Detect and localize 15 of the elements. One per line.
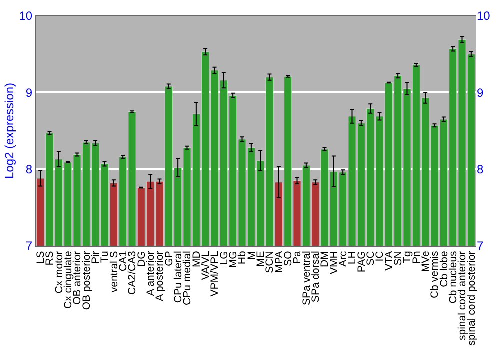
y2-tick-label: 9 <box>477 86 484 100</box>
x-tick-label: LS <box>34 251 47 264</box>
y-tick-label: 10 <box>19 9 33 24</box>
y2-tick-label: 8 <box>477 162 484 177</box>
y-axis-title: Log2 (expression) <box>2 82 17 180</box>
x-tick-label: RS <box>44 251 56 266</box>
x-tick-label: SPa dorsal <box>310 251 322 303</box>
y2-tick-label: 7 <box>477 239 484 254</box>
x-tick-label: MVe <box>420 251 432 272</box>
x-tick-label: Cx cingulate <box>62 251 74 309</box>
y-tick-label: 7 <box>26 239 33 254</box>
x-tick-label: Tg <box>402 251 414 264</box>
y2-tick-label: 10 <box>477 9 491 24</box>
y-tick-label: 8 <box>26 162 33 177</box>
y-tick-label: 9 <box>26 86 33 100</box>
